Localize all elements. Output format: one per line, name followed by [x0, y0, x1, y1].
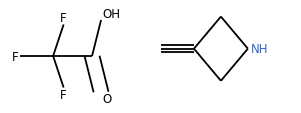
Text: F: F	[60, 12, 67, 25]
Text: O: O	[103, 92, 112, 105]
Text: F: F	[60, 88, 67, 101]
Text: OH: OH	[103, 8, 121, 21]
Text: NH: NH	[251, 43, 268, 56]
Text: F: F	[12, 50, 19, 63]
